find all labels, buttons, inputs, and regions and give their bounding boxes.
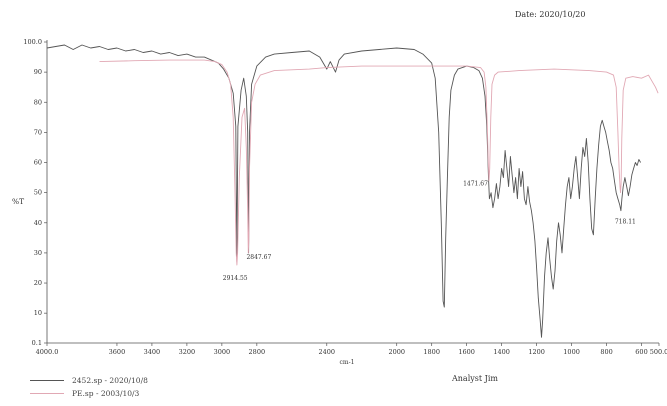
- x-tick-label-15: 500.0: [650, 348, 667, 356]
- x-tick-label-3: 3200: [179, 348, 196, 356]
- y-tick-label-3: 70: [34, 128, 42, 136]
- x-tick-label-13: 800: [600, 348, 612, 356]
- legend-label-reference: PE.sp - 2003/10/3: [72, 389, 140, 398]
- y-tick-label-5: 50: [34, 189, 42, 197]
- y-tick-label-8: 20: [34, 279, 42, 287]
- legend-label-sample: 2452.sp - 2020/10/8: [72, 376, 148, 385]
- legend: 2452.sp - 2020/10/8 PE.sp - 2003/10/3: [30, 374, 148, 400]
- x-axis-label: cm-1: [340, 359, 355, 366]
- x-tick-label-5: 2800: [249, 348, 266, 356]
- x-tick-label-1: 3600: [109, 348, 126, 356]
- peak-label-2: 1471.67: [463, 181, 488, 188]
- x-tick-label-9: 1600: [458, 348, 475, 356]
- x-tick-label-6: 2400: [318, 348, 335, 356]
- series-layer: [46, 44, 659, 338]
- y-axis-label: %T: [12, 197, 24, 206]
- y-tick-label-2: 80: [34, 98, 42, 106]
- analyst-label: Analyst Jim: [452, 374, 498, 383]
- x-tick-label-10: 1400: [493, 348, 510, 356]
- y-tick-label-6: 40: [34, 219, 42, 227]
- peak-label-3: 718.11: [615, 219, 636, 226]
- y-tick-label-4: 60: [34, 159, 42, 167]
- x-tick-label-8: 1800: [423, 348, 440, 356]
- y-tick-label-0: 100.0: [23, 38, 42, 46]
- x-tick-label-4: 3000: [214, 348, 231, 356]
- x-tick-label-14: 600: [635, 348, 647, 356]
- x-tick-label-0: 4000.0: [36, 348, 59, 356]
- axes: 4000.0 3600 3400 3200 3000 2800 2400 2000 1800 16…: [23, 38, 667, 356]
- legend-item-reference: PE.sp - 2003/10/3: [30, 387, 148, 400]
- x-tick-label-11: 1200: [528, 348, 545, 356]
- peak-annotations: 2914.55 2847.67 1471.67 718.11: [223, 181, 636, 282]
- legend-swatch-reference: [30, 393, 64, 394]
- y-tick-label-7: 30: [34, 249, 42, 257]
- peak-label-0: 2914.55: [223, 275, 248, 282]
- date-label: Date: 2020/10/20: [515, 10, 586, 19]
- legend-swatch-sample: [30, 380, 64, 381]
- legend-item-sample: 2452.sp - 2020/10/8: [30, 374, 148, 387]
- peak-label-1: 2847.67: [246, 254, 271, 261]
- x-tick-label-12: 1000: [563, 348, 580, 356]
- y-tick-label-1: 90: [34, 68, 42, 76]
- y-tick-label-9: 10: [34, 309, 42, 317]
- x-tick-label-7: 2000: [388, 348, 405, 356]
- y-tick-label-10: 0.1: [32, 339, 42, 347]
- x-tick-label-2: 3400: [144, 348, 161, 356]
- series-line-sample: [46, 44, 641, 338]
- series-line-reference: [99, 59, 659, 266]
